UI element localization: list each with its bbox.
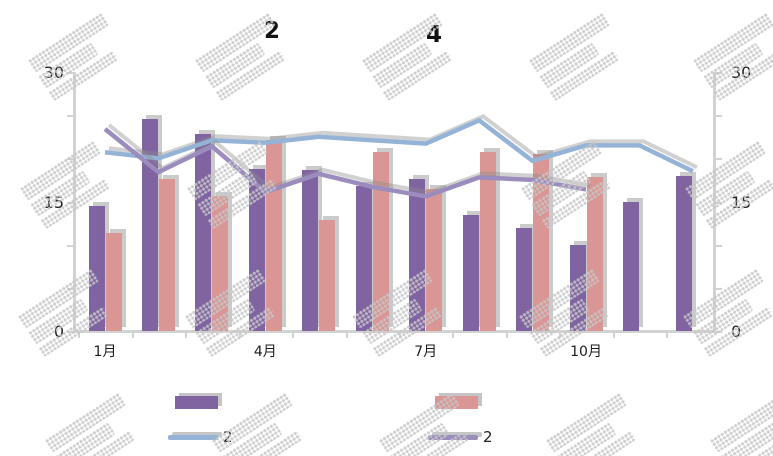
legend-item-purple-bar[interactable] <box>175 396 223 409</box>
pink-bar[interactable] <box>479 152 496 331</box>
legend-label: 2 <box>483 428 493 446</box>
pink-bar[interactable] <box>158 179 175 331</box>
purple-bar[interactable] <box>623 201 639 331</box>
x-axis-tick <box>345 333 348 338</box>
pink-bar[interactable] <box>105 233 122 331</box>
y-axis-left-tick <box>67 115 73 118</box>
x-axis-tick <box>505 333 508 338</box>
title-fragment: 4 <box>426 22 443 48</box>
y-axis-right-tick <box>716 244 722 247</box>
x-axis-tick <box>612 333 615 338</box>
x-axis-tick <box>452 333 455 338</box>
y-axis-left-tick <box>67 244 73 247</box>
x-axis-tick <box>131 333 134 338</box>
legend-swatch-purple-bar <box>175 396 218 409</box>
legend-swatch-blue-line <box>168 434 218 440</box>
purple-line-series <box>103 127 587 199</box>
title-fragment: 2 <box>264 18 281 44</box>
purple-bar[interactable] <box>462 215 479 331</box>
x-axis-tick <box>292 333 295 338</box>
blue-line-series <box>104 118 694 174</box>
x-axis-tick <box>666 333 669 338</box>
y-axis-right-tick <box>716 115 722 118</box>
purple-bar[interactable] <box>141 118 158 331</box>
pink-bar[interactable] <box>319 219 336 331</box>
purple-bar[interactable] <box>302 169 319 331</box>
x-axis-tick <box>185 333 188 338</box>
